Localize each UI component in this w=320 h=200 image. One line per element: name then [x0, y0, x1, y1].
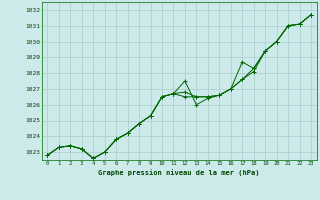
- X-axis label: Graphe pression niveau de la mer (hPa): Graphe pression niveau de la mer (hPa): [99, 169, 260, 176]
